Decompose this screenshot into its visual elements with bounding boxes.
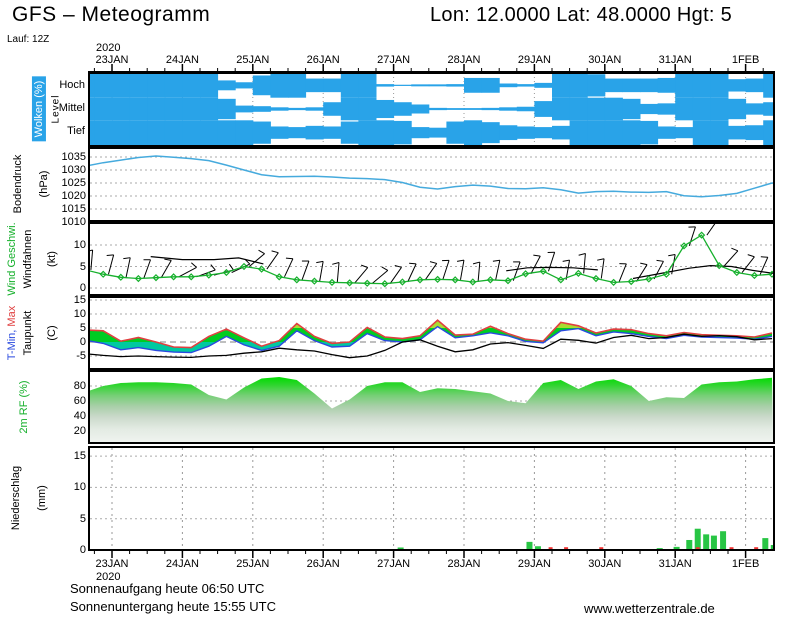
model-run-label: Lauf: 12Z [7,34,50,45]
cloud-level-hoch-label: Hoch [59,79,85,91]
wind-panel-chart [88,222,775,296]
rh-ytick-40: 40 [73,410,86,422]
cloud-level-tief-label: Tief [67,125,85,137]
pressure-ytick-1035: 1035 [61,151,86,163]
temp-panel-chart [88,296,775,370]
date-label-bottom-31JAN: 31JAN [658,558,692,570]
pressure-ytick-1025: 1025 [61,177,86,189]
wind-ytick-10: 10 [73,239,86,251]
date-label-bottom-30JAN: 30JAN [588,558,622,570]
date-label-bottom-27JAN: 27JAN [377,558,411,570]
clouds-panel-label: Wolken (%) [31,76,47,142]
website-label: www.wetterzentrale.de [584,601,715,616]
clouds-panel-chart [88,71,775,147]
wind-ytick-5: 5 [79,260,86,273]
sunset-label: Sonnenuntergang heute 15:55 UTC [70,599,276,614]
temp-ytick-15: 15 [73,294,86,306]
temp-ytick-0: 0 [79,336,86,348]
precip-panel-label: Niederschlag [9,465,22,531]
date-label-bottom-26JAN: 26JAN [306,558,340,570]
date-label-bottom-24JAN: 24JAN [165,558,199,570]
precip-ytick-10: 10 [73,481,86,494]
pressure-panel-chart [88,147,775,222]
temp-ytick-10: 10 [73,308,86,320]
date-label-top-23JAN: 23JAN [95,54,129,66]
date-label-bottom-23JAN: 23JAN [95,558,129,570]
pressure-panel-label: Bodendruck [11,154,24,214]
temp-ytick-5: 5 [79,322,86,334]
page-title: GFS – Meteogramm [12,3,211,26]
precip-ytick-15: 15 [73,450,86,463]
precip-ytick-0: 0 [79,544,86,556]
temp-panel-label: T-Min, Max [6,306,18,360]
cloud-level-mittel-label: Mittel [58,102,85,114]
rh-ytick-60: 60 [73,395,86,407]
date-label-bottom-25JAN: 25JAN [236,558,270,570]
wind-barbs-label: Windfahnen [21,229,34,289]
wind-panel-label: Wind Geschwi. [5,222,18,296]
humidity-panel-label: 2m RF (%) [17,380,30,434]
sunrise-label: Sonnenaufgang heute 06:50 UTC [70,581,265,596]
date-label-top-1FEB: 1FEB [731,54,760,66]
temp-ytick--5: -5 [76,350,86,362]
date-label-bottom-1FEB: 1FEB [731,558,760,570]
rh-panel-chart [88,370,775,444]
precip-panel-chart [88,446,775,551]
temp-min-label: T-Min, [5,329,18,361]
date-label-top-27JAN: 27JAN [377,54,411,66]
pressure-ytick-1010: 1010 [61,216,86,228]
date-label-top-30JAN: 30JAN [588,54,622,66]
pressure-ytick-1015: 1015 [61,203,86,215]
pressure-ytick-1020: 1020 [61,190,86,202]
date-label-top-29JAN: 29JAN [517,54,551,66]
pressure-ytick-1030: 1030 [61,164,86,176]
dewpoint-label: Taupunkt [21,310,34,356]
date-label-top-24JAN: 24JAN [165,54,199,66]
date-label-top-28JAN: 28JAN [447,54,481,66]
rh-ytick-20: 20 [73,425,86,437]
date-label-bottom-29JAN: 29JAN [517,558,551,570]
date-label-top-25JAN: 25JAN [236,54,270,66]
wind-ytick-0: 0 [79,282,86,294]
coordinates-label: Lon: 12.0000 Lat: 48.0000 Hgt: 5 [430,4,733,26]
precip-ytick-5: 5 [79,512,86,525]
date-label-bottom-28JAN: 28JAN [447,558,481,570]
rh-ytick-80: 80 [73,380,86,392]
year-label-bottom: 2020 [96,571,121,583]
temp-max-label: Max [5,305,18,327]
date-label-top-31JAN: 31JAN [658,54,692,66]
date-label-top-26JAN: 26JAN [306,54,340,66]
year-label-top: 2020 [96,42,121,54]
